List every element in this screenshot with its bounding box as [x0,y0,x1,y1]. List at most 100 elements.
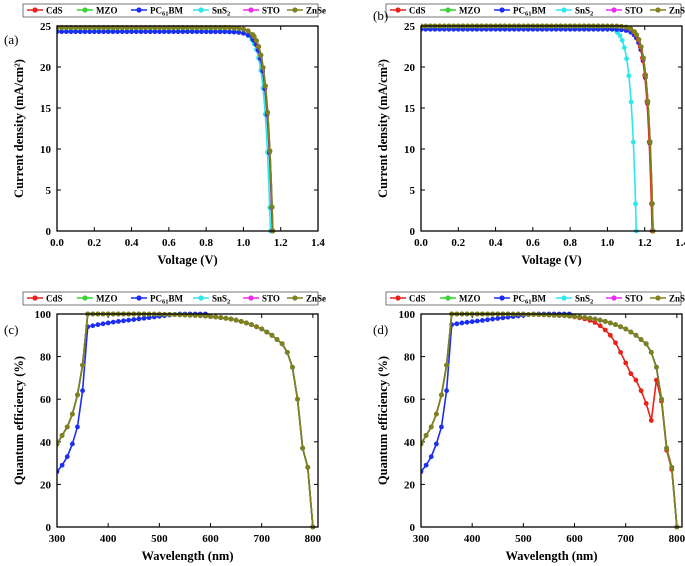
plot-area [57,25,276,234]
data-point [208,29,214,35]
data-point [521,26,526,32]
data-point [648,349,654,355]
chart-panel-2: CdS MZO PC61BM SnS2 STO ZnSe (b) 0.0 0.2 0.4 0.6 0.… [373,3,685,267]
series-sto [57,25,276,234]
chart-panel-1: CdS MZO PC61BM SnS2 STO ZnSe (a) 0.0 0.2 0.4 0.6 0.… [4,3,326,267]
legend-marker [655,7,661,13]
data-point [464,319,470,325]
data-point [626,73,632,79]
data-point [535,26,540,32]
data-point [90,323,96,329]
legend-marker [82,7,88,13]
data-point [623,360,629,366]
data-point [602,327,608,333]
legend-label: ZnSe [669,294,685,304]
data-point [95,322,101,328]
x-axis-title: Wavelength (nm) [141,549,233,563]
legend-marker [611,7,617,13]
data-point [516,26,522,32]
series-znse [57,25,276,234]
plot-frame [420,313,683,528]
data-point [577,314,583,320]
data-point [77,29,83,35]
legend-label: PC61BM [513,6,547,18]
y-tick-label: 20 [40,62,52,74]
y-tick-label: 60 [404,394,416,406]
data-point [258,52,264,58]
series-line [57,313,314,528]
data-point [227,29,232,35]
x-tick-label: 0.4 [125,237,139,249]
x-tick-label: 700 [253,533,270,545]
data-point [217,29,223,35]
data-point [480,317,485,323]
y-axis-title: Current density (mA/cm²) [12,59,26,198]
data-point [444,362,449,368]
y-tick-label: 40 [40,437,52,449]
y-tick-label: 0 [410,226,416,238]
series-line [57,313,314,528]
plot-frame [56,313,319,528]
data-point [185,29,190,35]
y-tick-label: 5 [410,185,416,197]
data-point [597,317,603,323]
data-point [544,26,550,32]
data-point [483,26,489,32]
data-point [541,312,547,318]
data-point [269,204,275,210]
data-point [602,319,608,324]
data-point [597,323,603,329]
data-point [641,55,646,61]
data-point [236,30,242,35]
data-point [152,29,158,35]
data-point [567,313,572,319]
data-point [64,454,70,460]
plot-frame [56,25,319,232]
data-point [68,29,74,35]
data-point [636,37,642,42]
y-axis-title: Quantum efficiency (%) [376,356,390,485]
data-point [455,26,461,32]
series-pc61bm [57,29,275,234]
data-point [587,315,593,321]
x-tick-label: 500 [151,533,168,545]
series-line [421,25,654,232]
series-mzo [421,23,656,234]
series-line [421,28,654,232]
y-tick-label: 25 [404,21,416,33]
data-point [572,314,577,319]
data-point [460,26,466,32]
data-point [131,317,137,322]
series-pc61bm [421,311,680,530]
y-tick-label: 20 [404,62,416,74]
x-tick-label: 0.2 [87,237,101,249]
legend-marker [395,7,401,13]
data-point [208,314,213,319]
data-point [245,32,251,38]
series-line [57,313,314,528]
legend-marker [198,295,204,301]
data-point [497,26,503,32]
series-line [57,313,314,528]
data-point [274,337,280,342]
legend: CdS MZO PC61BM SnS2 STO ZnSe [22,3,326,18]
y-tick-label: 0 [46,226,52,238]
y-tick-label: 5 [46,185,52,197]
y-tick-label: 25 [40,21,52,33]
data-point [171,29,176,35]
legend-marker [445,295,451,301]
data-point [249,322,254,328]
series-cds [421,23,655,234]
data-point [563,26,568,32]
data-point [638,44,644,50]
data-point [105,29,111,35]
data-point [618,324,623,330]
x-tick-label: 500 [515,533,532,545]
data-point [628,26,634,32]
series-line [421,25,654,232]
data-point [124,29,130,35]
data-point [177,312,183,318]
legend-marker [248,7,254,13]
legend-label: SnS2 [575,6,593,18]
data-point [643,401,649,406]
